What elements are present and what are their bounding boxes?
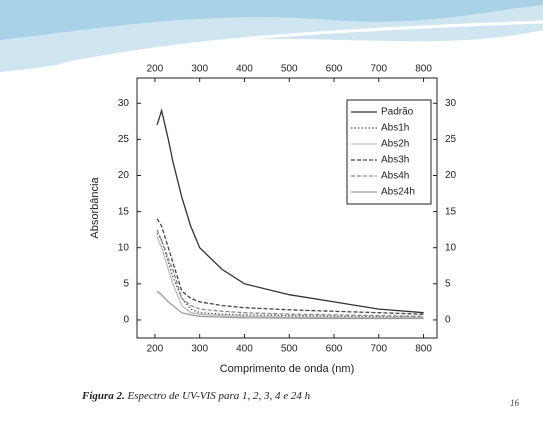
y2-tick-label: 5 (445, 278, 451, 289)
y-tick-label: 5 (123, 278, 129, 289)
header-swoosh (59, 20, 543, 67)
y-tick-label: 10 (118, 242, 130, 253)
legend-label: Padrão (381, 107, 414, 118)
x-axis-label: Comprimento de onda (nm) (220, 363, 355, 375)
legend-label: Abs1h (381, 123, 409, 134)
series-line (156, 229, 424, 317)
y2-tick-label: 30 (445, 98, 457, 109)
plot-frame (136, 77, 438, 339)
legend-box (346, 99, 432, 205)
y2-tick-label: 0 (445, 315, 451, 326)
x-tick-label: 300 (191, 344, 208, 355)
y2-tick-label: 25 (445, 134, 457, 145)
x-tick-label: 600 (326, 344, 343, 355)
legend-label: Abs24h (381, 187, 415, 198)
y-tick-label: 30 (118, 98, 130, 109)
series-line (156, 236, 424, 319)
caption-label: Figura 2. (81, 390, 125, 402)
page-number: 16 (510, 398, 520, 408)
caption: Figura 2. Espectro de UV-VIS para 1, 2, … (81, 390, 311, 402)
legend-label: Abs4h (381, 171, 409, 182)
x2-tick-label: 500 (281, 64, 298, 75)
x-tick-label: 400 (236, 344, 253, 355)
x-tick-label: 200 (147, 344, 164, 355)
x2-tick-label: 200 (147, 64, 164, 75)
y-tick-label: 15 (118, 206, 130, 217)
y-tick-label: 25 (118, 134, 130, 145)
x-tick-label: 800 (415, 344, 432, 355)
y-tick-label: 20 (118, 170, 130, 181)
series-line (156, 108, 424, 314)
caption-text: Espectro de UV-VIS para 1, 2, 3, 4 e 24 … (127, 390, 311, 402)
x2-tick-label: 400 (236, 64, 253, 75)
legend-label: Abs3h (381, 155, 409, 166)
series-line (156, 290, 424, 320)
header-swoosh (0, 0, 543, 40)
y2-tick-label: 10 (445, 242, 457, 253)
y-tick-label: 0 (123, 315, 129, 326)
series-line (156, 218, 424, 315)
x2-tick-label: 700 (370, 64, 387, 75)
x2-tick-label: 800 (415, 64, 432, 75)
series-line (156, 232, 424, 318)
x-tick-label: 700 (370, 344, 387, 355)
y-axis-label: Absorbância (89, 177, 101, 239)
x2-tick-label: 300 (191, 64, 208, 75)
x2-tick-label: 600 (326, 64, 343, 75)
x-tick-label: 500 (281, 344, 298, 355)
legend-label: Abs2h (381, 139, 409, 150)
y2-tick-label: 20 (445, 170, 457, 181)
y2-tick-label: 15 (445, 206, 457, 217)
